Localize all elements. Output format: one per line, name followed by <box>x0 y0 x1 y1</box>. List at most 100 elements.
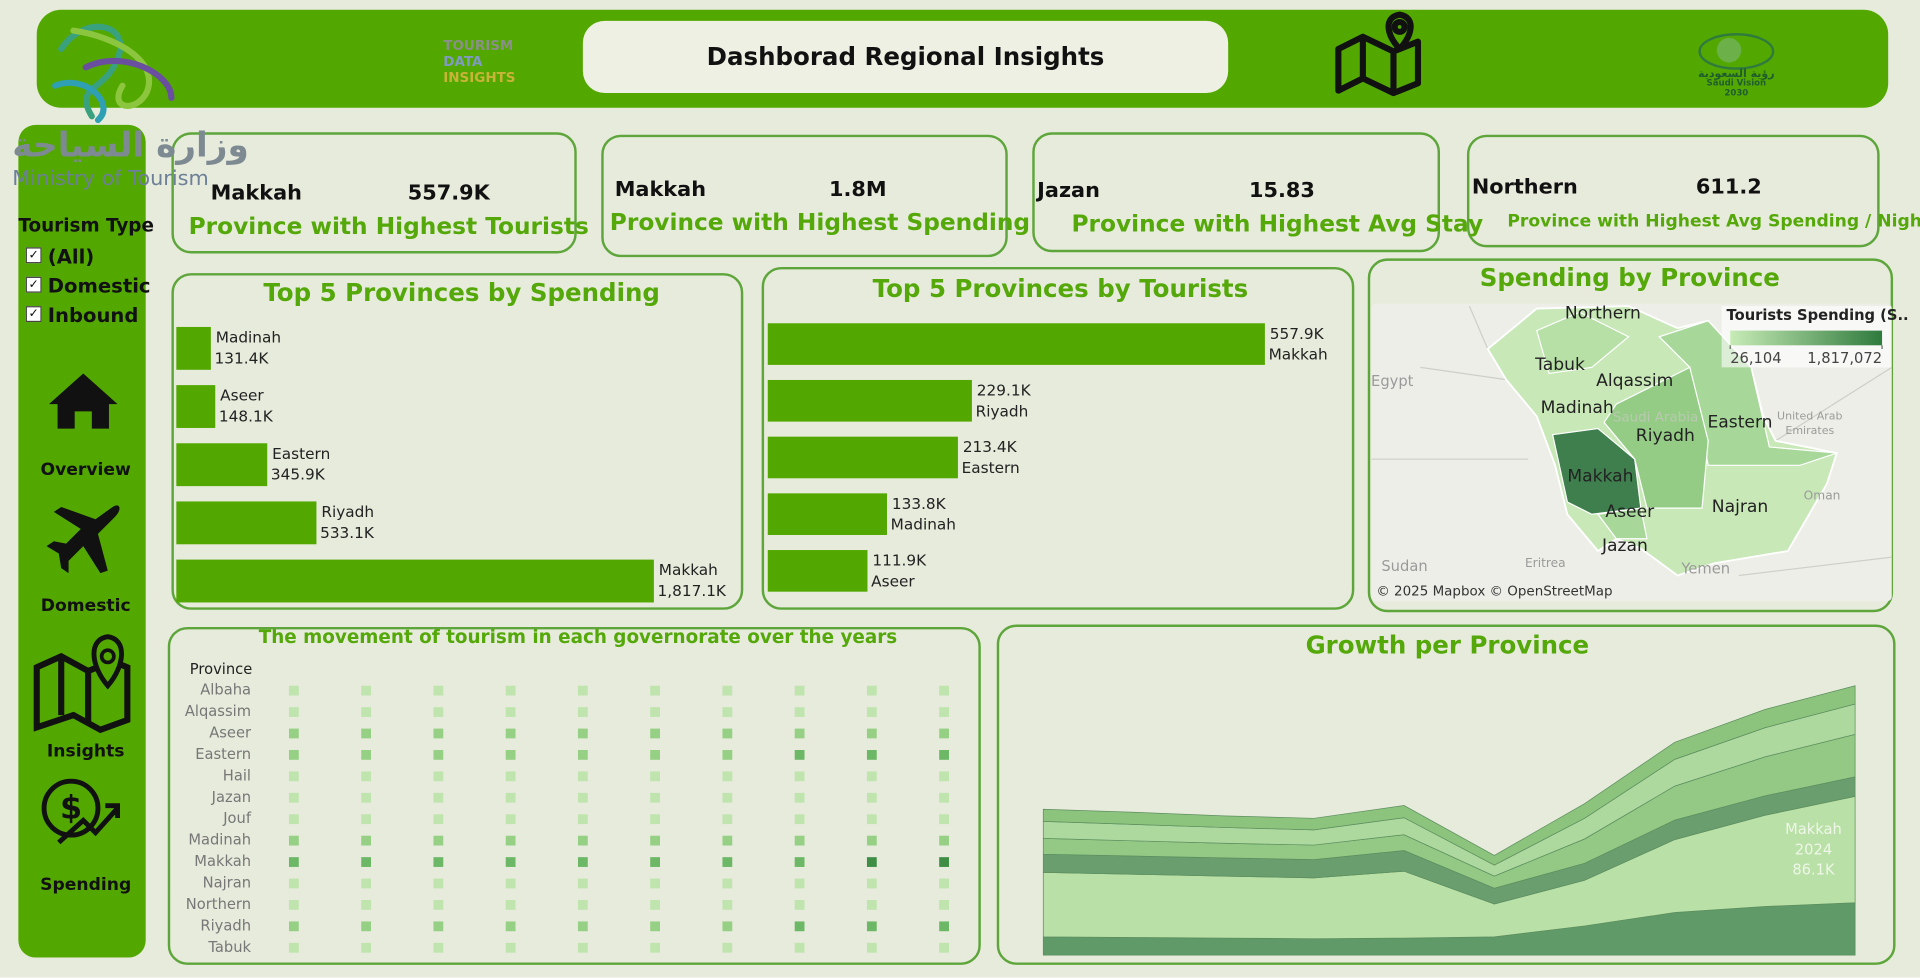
heat-cell <box>866 857 877 867</box>
heat-cell <box>650 921 661 932</box>
legend-label: 1,817,072 <box>1807 350 1882 367</box>
heat-cell <box>866 792 877 803</box>
filter-title: Tourism Type <box>18 214 154 237</box>
heat-cell <box>433 750 444 760</box>
heat-cell <box>722 792 733 803</box>
nav-link[interactable]: Insights <box>46 742 125 762</box>
kpi-label: Province with Highest Spending <box>609 209 1031 237</box>
nav-link[interactable]: Domestic <box>40 596 131 616</box>
heat-cell <box>505 857 516 867</box>
heat-cell <box>939 750 949 760</box>
row-label: Albaha <box>200 682 251 699</box>
row-label: Madinah <box>188 832 251 849</box>
heat-cell <box>794 685 805 696</box>
heat-cell <box>433 685 444 696</box>
bar-category: Eastern <box>272 445 330 463</box>
kpi-province: Makkah <box>614 177 707 203</box>
heat-cell <box>866 921 877 932</box>
spending-panel <box>171 273 744 610</box>
bar-category: Makkah <box>1269 346 1328 364</box>
bar <box>176 326 211 370</box>
heat-cell <box>505 750 516 760</box>
heat-cell <box>722 771 733 782</box>
heat-cell <box>433 771 444 782</box>
heat-cell <box>288 685 299 696</box>
heat-cell <box>939 792 949 803</box>
kpi-value: 557.9K <box>407 181 490 206</box>
heat-cell <box>939 707 949 717</box>
heat-cell <box>361 792 372 803</box>
heat-cell <box>939 857 949 867</box>
heat-cell <box>288 771 299 782</box>
bar-value-label: 213.4K <box>963 438 1018 456</box>
filter-option[interactable]: Inbound <box>47 303 139 327</box>
checkbox[interactable]: ✓ <box>25 276 42 293</box>
kpi-value: 1.8M <box>828 177 887 203</box>
row-header: Province <box>190 661 253 678</box>
heat-cell <box>288 728 299 739</box>
row-label: Northern <box>186 896 251 913</box>
area-layer <box>1042 685 1856 866</box>
bar-category: Riyadh <box>976 402 1029 420</box>
bar-value-label: 557.9K <box>1270 325 1325 343</box>
heat-cell <box>939 942 949 953</box>
annotation: 2024 <box>1795 841 1832 858</box>
heat-cell <box>288 857 299 867</box>
heat-cell <box>722 728 733 739</box>
row-label: Alqassim <box>185 703 251 720</box>
kpi-card <box>601 134 1008 258</box>
country-label: Eritrea <box>1525 556 1566 570</box>
heat-cell <box>505 685 516 696</box>
vision-text: رؤية السعودية <box>1698 68 1775 81</box>
heat-cell <box>722 900 733 910</box>
filter-option[interactable]: (All) <box>47 244 95 269</box>
filter-option[interactable]: Domestic <box>47 274 151 298</box>
heat-cell <box>722 921 733 932</box>
region-label: Riyadh <box>1636 426 1695 446</box>
heat-cell <box>794 900 805 910</box>
nav-link[interactable]: Overview <box>40 460 131 481</box>
bar-value-label: 345.9K <box>271 466 326 484</box>
heat-cell <box>939 814 949 825</box>
bar-value-label: 133.8K <box>892 495 947 513</box>
heat-cell <box>722 814 733 825</box>
ministry-english: Ministry of Tourism <box>12 166 209 192</box>
heat-cell <box>866 750 877 760</box>
nav-link[interactable]: Spending <box>40 875 132 896</box>
heat-cell <box>794 771 805 782</box>
heat-cell <box>866 942 877 953</box>
row-label: Hail <box>223 767 251 784</box>
kpi-province: Northern <box>1471 175 1578 200</box>
heat-cell <box>361 942 372 953</box>
heat-cell <box>577 921 588 932</box>
region-label: Tabuk <box>1534 355 1585 375</box>
checkbox[interactable]: ✓ <box>25 306 42 323</box>
heat-cell <box>361 707 372 717</box>
heat-cell <box>650 792 661 803</box>
bar-value-label: 533.1K <box>320 524 375 542</box>
heat-cell <box>361 728 372 739</box>
chart-title: The movement of tourism in each governor… <box>259 627 898 648</box>
heat-cell <box>433 835 444 846</box>
dashboard-title: Dashborad Regional Insights <box>706 41 1105 72</box>
country-label: Egypt <box>1371 373 1414 390</box>
chart-title: Top 5 Provinces by Tourists <box>873 274 1249 303</box>
heat-cell <box>650 878 661 889</box>
bar-category: Aseer <box>220 387 264 405</box>
kpi-value: 611.2 <box>1695 175 1762 200</box>
heat-cell <box>650 900 661 910</box>
heat-cell <box>866 835 877 846</box>
heat-cell <box>361 814 372 825</box>
bar <box>176 385 216 428</box>
checkbox[interactable]: ✓ <box>25 247 42 264</box>
chart-title: Growth per Province <box>1306 631 1590 660</box>
row-label: Eastern <box>195 746 251 763</box>
bar <box>767 379 972 422</box>
heat-cell <box>939 835 949 846</box>
heat-cell <box>722 942 733 953</box>
nav-icons: $ <box>33 373 131 845</box>
row-label: Jazan <box>211 789 251 806</box>
heat-cell <box>722 685 733 696</box>
bar-value-label: 1,817.1K <box>658 582 727 600</box>
